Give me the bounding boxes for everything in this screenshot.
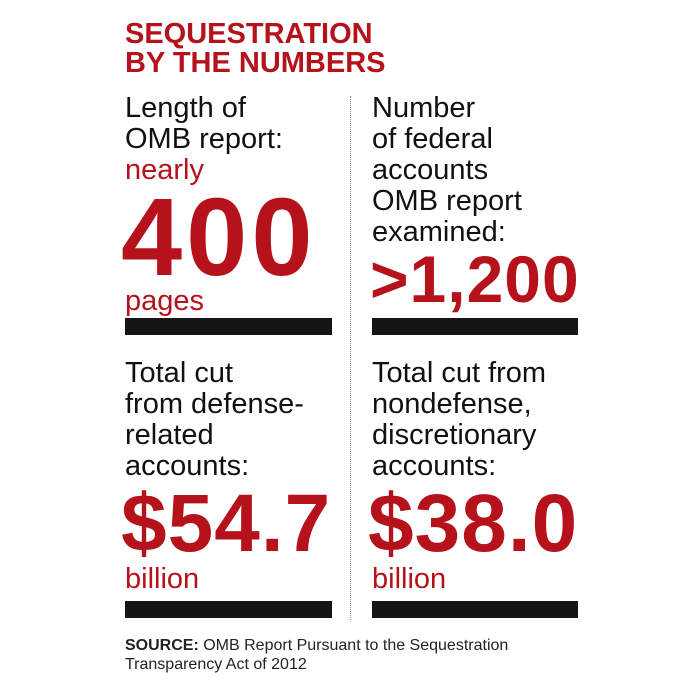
unit: billion xyxy=(125,563,200,595)
prefix: nearly xyxy=(125,154,204,186)
label-line: examined: xyxy=(372,216,506,248)
label-line: from defense- xyxy=(125,388,304,420)
source-text: OMB Report Pursuant to the Sequestration xyxy=(203,637,509,654)
figure: $38.0 xyxy=(368,478,579,569)
label-line: discretionary xyxy=(372,419,537,451)
label-line: accounts: xyxy=(372,450,497,482)
cell: Total cut from nondefense, discretionary ac… xyxy=(368,357,578,595)
rule xyxy=(125,601,332,618)
label-line: Total cut xyxy=(125,357,233,389)
label-line: Total cut from xyxy=(372,357,547,389)
cell: Length of OMB report: nearly 400 pages xyxy=(121,92,317,317)
cell: Total cut from defense-related accounts: $5… xyxy=(121,357,331,595)
label-line: OMB report xyxy=(372,185,522,217)
label-line: of federal xyxy=(372,123,493,155)
label-line: accounts xyxy=(372,154,489,186)
unit: pages xyxy=(125,285,205,317)
label-line: Length of xyxy=(125,92,246,124)
label-line: accounts: xyxy=(125,450,250,482)
divider xyxy=(350,96,351,620)
source: SOURCE: OMB Report Pursuant to the Seque… xyxy=(125,636,508,674)
figure: $54.7 xyxy=(121,478,332,569)
source-text: Transparency Act of 2012 xyxy=(125,656,307,673)
unit: billion xyxy=(372,563,447,595)
title-line: SEQUESTRATION xyxy=(125,18,373,50)
label-line: Number xyxy=(372,92,476,124)
rule xyxy=(372,601,578,618)
rule xyxy=(125,318,332,335)
label-line: nondefense, xyxy=(372,388,532,420)
label-line: related xyxy=(125,419,214,451)
rule xyxy=(372,318,578,335)
figure: >1,200 xyxy=(370,242,580,316)
cell: Number of federal accounts OMB report examin… xyxy=(370,92,580,316)
label-line: OMB report: xyxy=(125,123,283,155)
source-lead: SOURCE: xyxy=(125,637,199,654)
title: SEQUESTRATION BY THE NUMBERS xyxy=(125,20,386,78)
figure: 400 xyxy=(121,176,317,299)
title-line: BY THE NUMBERS xyxy=(125,47,386,79)
